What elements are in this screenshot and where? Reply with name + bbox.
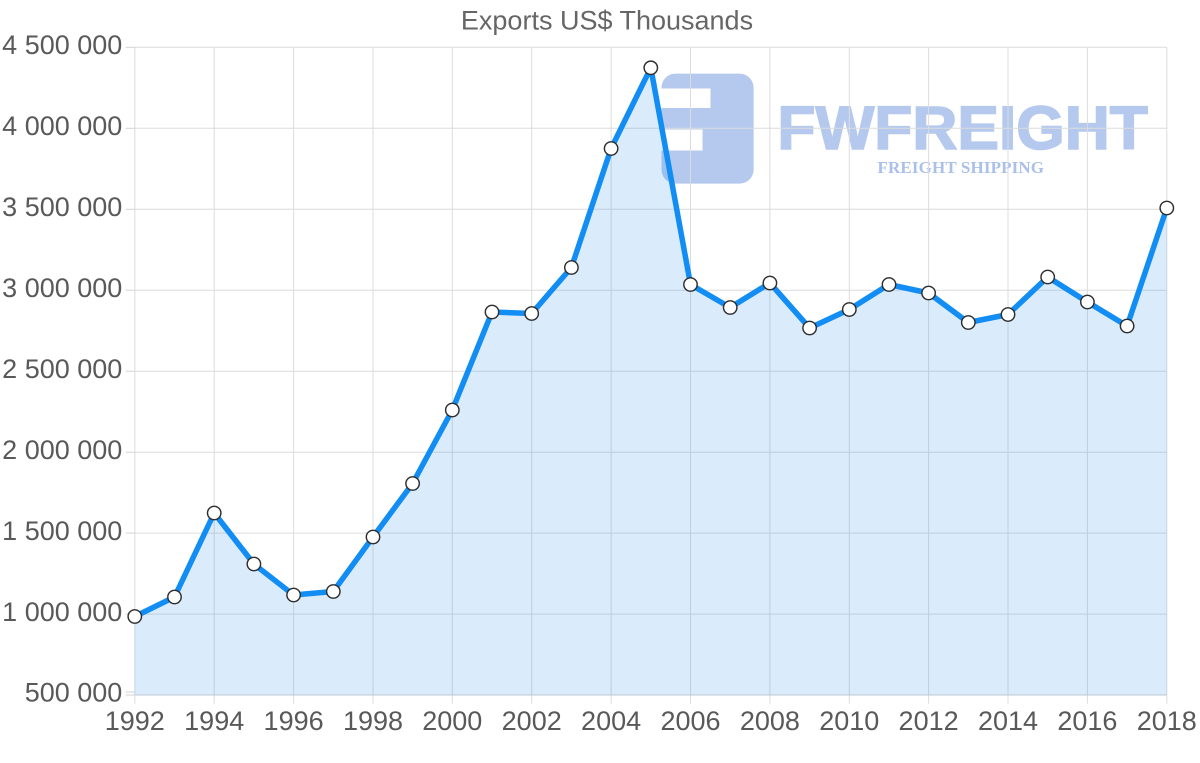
svg-text:3 500 000: 3 500 000: [2, 192, 122, 222]
svg-text:2006: 2006: [660, 706, 720, 736]
svg-text:2012: 2012: [899, 706, 959, 736]
svg-text:2008: 2008: [740, 706, 800, 736]
svg-text:FREIGHT SHIPPING: FREIGHT SHIPPING: [878, 158, 1045, 177]
svg-text:1996: 1996: [264, 706, 324, 736]
svg-text:2010: 2010: [819, 706, 879, 736]
svg-text:4 500 000: 4 500 000: [2, 30, 122, 60]
svg-text:2 000 000: 2 000 000: [2, 435, 122, 465]
svg-text:3 000 000: 3 000 000: [2, 273, 122, 303]
svg-text:1 500 000: 1 500 000: [2, 516, 122, 546]
svg-text:2014: 2014: [978, 706, 1038, 736]
svg-text:Exports US$ Thousands: Exports US$ Thousands: [461, 6, 753, 36]
svg-text:2004: 2004: [581, 706, 641, 736]
svg-text:4 000 000: 4 000 000: [2, 111, 122, 141]
svg-text:2000: 2000: [422, 706, 482, 736]
svg-text:2002: 2002: [502, 706, 562, 736]
svg-text:2 500 000: 2 500 000: [2, 354, 122, 384]
svg-text:500 000: 500 000: [25, 678, 123, 708]
svg-text:1 000 000: 1 000 000: [2, 597, 122, 627]
svg-text:2016: 2016: [1057, 706, 1117, 736]
svg-text:2018: 2018: [1137, 706, 1197, 736]
svg-text:1992: 1992: [105, 706, 165, 736]
svg-text:1994: 1994: [184, 706, 244, 736]
svg-text:1998: 1998: [343, 706, 403, 736]
